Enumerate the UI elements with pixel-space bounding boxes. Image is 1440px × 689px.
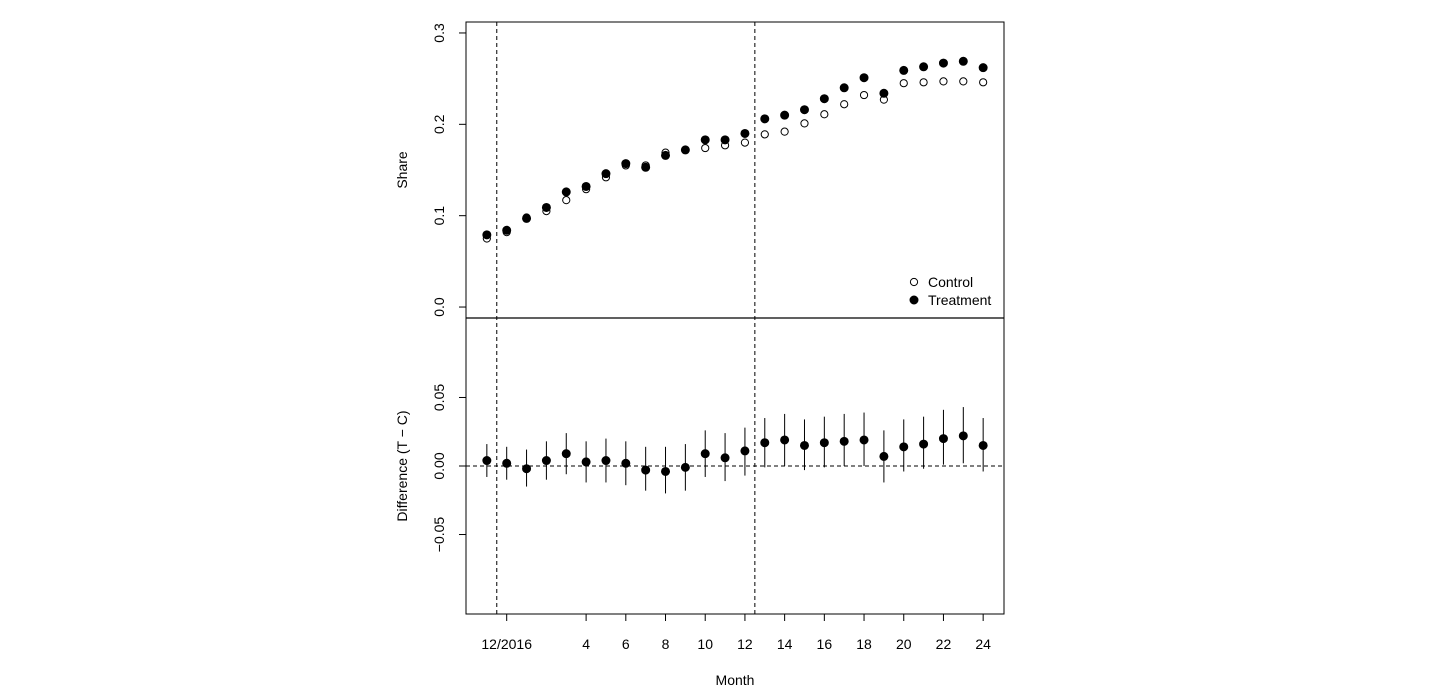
treatment-point-14 [760, 114, 770, 124]
treatment-point-6 [601, 169, 611, 179]
ytick-label-bottom: −0.05 [431, 517, 447, 553]
difference-point-14 [760, 438, 770, 448]
difference-point-25 [978, 440, 988, 450]
x-axis-label: Month [716, 672, 755, 688]
xtick-label: 12 [737, 636, 753, 652]
treatment-point-2 [522, 213, 532, 223]
difference-point-1 [502, 458, 512, 468]
xtick-label: 14 [777, 636, 793, 652]
xtick-label: 16 [817, 636, 833, 652]
control-point-23 [939, 77, 948, 86]
treatment-point-5 [581, 181, 591, 191]
treatment-point-21 [899, 65, 909, 75]
treatment-point-10 [680, 145, 690, 155]
difference-point-7 [621, 458, 631, 468]
difference-point-22 [919, 439, 929, 449]
difference-point-18 [839, 436, 849, 446]
difference-point-19 [859, 435, 869, 445]
treatment-point-23 [938, 58, 948, 68]
difference-point-0 [482, 456, 492, 466]
legend-marker-control [909, 277, 919, 287]
treatment-point-20 [879, 88, 889, 98]
ytick-label-top: 0.1 [431, 206, 447, 226]
xtick-label: 18 [856, 636, 872, 652]
xtick-label: 12/2016 [481, 636, 532, 652]
difference-point-13 [740, 446, 750, 456]
xtick-label: 24 [975, 636, 991, 652]
treatment-point-15 [780, 110, 790, 120]
control-point-11 [701, 143, 710, 153]
difference-point-10 [680, 462, 690, 472]
difference-point-12 [720, 453, 730, 463]
difference-point-11 [700, 449, 710, 459]
difference-point-23 [938, 434, 948, 444]
axes [459, 21, 1005, 621]
control-point-19 [859, 90, 869, 100]
ytick-label-top: 0.2 [431, 114, 447, 134]
data-marks [482, 56, 988, 494]
difference-point-2 [522, 464, 532, 474]
difference-point-9 [661, 466, 671, 476]
difference-point-16 [799, 440, 809, 450]
legend-label-treatment: Treatment [928, 292, 991, 308]
treatment-point-3 [541, 202, 551, 212]
difference-point-21 [899, 442, 909, 452]
treatment-point-13 [740, 128, 750, 138]
treatment-point-7 [621, 159, 631, 169]
treatment-point-9 [661, 150, 671, 160]
difference-point-15 [780, 435, 790, 445]
difference-point-3 [541, 456, 551, 466]
difference-point-4 [561, 449, 571, 459]
control-point-18 [840, 100, 849, 109]
treatment-point-18 [839, 83, 849, 93]
ytick-label-bottom: 0.00 [431, 452, 447, 479]
xtick-label: 20 [896, 636, 912, 652]
ytick-label-top: 0.0 [431, 297, 447, 317]
treatment-point-0 [482, 230, 492, 240]
difference-point-8 [641, 465, 651, 475]
y-axis-label-bottom: Difference (T − C) [394, 410, 410, 521]
xtick-label: 6 [622, 636, 630, 652]
treatment-point-4 [561, 187, 571, 197]
legend-label-control: Control [928, 274, 973, 290]
control-point-22 [919, 78, 928, 87]
control-point-4 [562, 196, 571, 205]
y-axis-label-top: Share [394, 151, 410, 189]
treatment-point-19 [859, 73, 869, 83]
control-point-24 [959, 77, 968, 86]
treatment-point-11 [700, 135, 710, 145]
treatment-point-25 [978, 63, 988, 73]
treatment-point-1 [502, 225, 512, 235]
treatment-point-12 [720, 135, 730, 145]
xtick-label: 22 [936, 636, 952, 652]
legend-marker-treatment [909, 295, 919, 305]
treatment-point-24 [958, 56, 968, 66]
control-point-16 [800, 119, 809, 128]
ytick-label-top: 0.3 [431, 23, 447, 43]
treatment-point-17 [819, 94, 829, 104]
treatment-point-16 [799, 105, 809, 115]
treatment-point-22 [919, 62, 929, 72]
difference-point-6 [601, 456, 611, 466]
control-point-17 [820, 110, 829, 119]
difference-point-20 [879, 451, 889, 461]
control-point-25 [979, 78, 988, 87]
treatment-point-8 [641, 162, 651, 172]
control-point-14 [760, 130, 769, 139]
control-point-21 [899, 79, 908, 88]
difference-point-17 [819, 438, 829, 448]
axis-text: 0.0 0.1 0.2 0.3 Share −0.05 0.00 0.05 Difference… [394, 23, 991, 688]
difference-point-24 [958, 431, 968, 441]
xtick-label: 10 [697, 636, 713, 652]
control-point-15 [780, 127, 789, 136]
xtick-label: 8 [662, 636, 670, 652]
ytick-label-bottom: 0.05 [431, 384, 447, 411]
difference-point-5 [581, 457, 591, 467]
control-point-13 [740, 138, 750, 147]
xtick-label: 4 [582, 636, 590, 652]
